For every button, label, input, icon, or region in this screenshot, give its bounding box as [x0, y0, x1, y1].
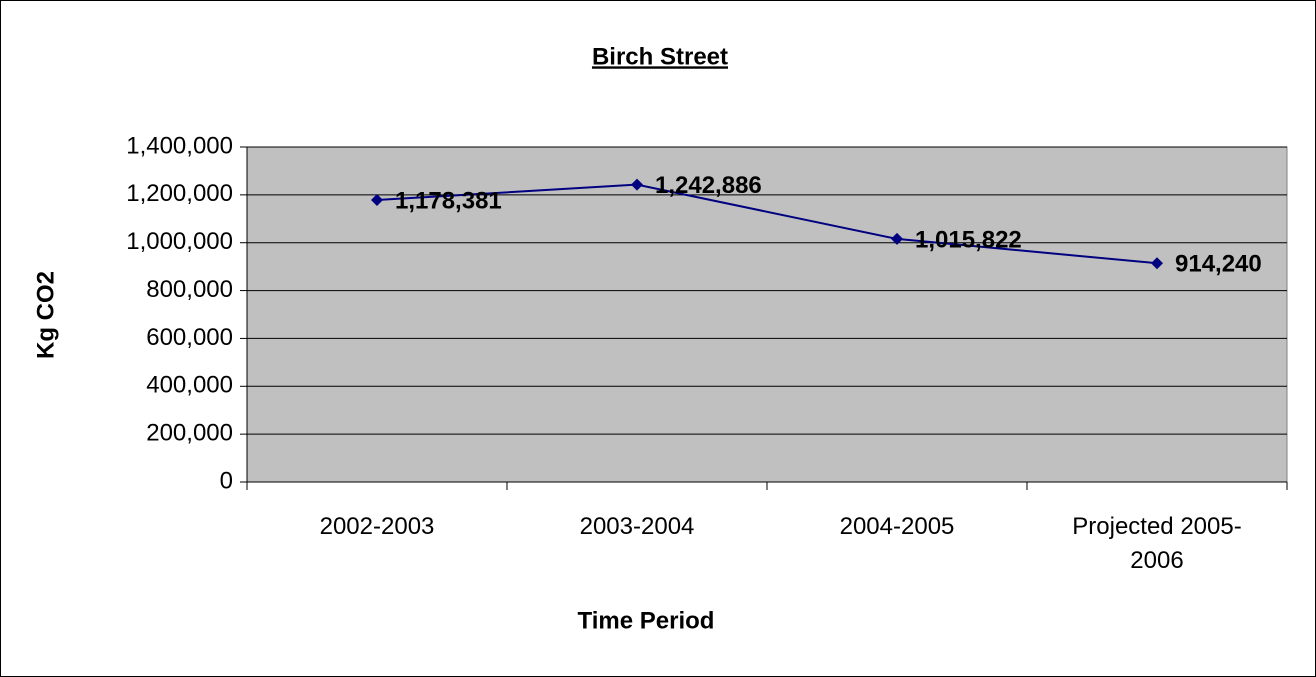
plot-area — [246, 146, 1288, 483]
y-axis-title: Kg CO2 — [32, 271, 59, 359]
y-tick-label: 600,000 — [146, 324, 233, 351]
y-tick-label: 1,000,000 — [126, 228, 233, 255]
x-tick-label-box: 2002-2003 — [319, 513, 435, 540]
data-label: 1,178,381 — [395, 187, 502, 214]
data-label: 1,242,886 — [655, 172, 762, 199]
data-label: 914,240 — [1175, 251, 1262, 278]
marker — [891, 232, 903, 245]
y-tick-label: 1,200,000 — [126, 180, 233, 207]
x-tick-label: Projected 2005-2006 — [1072, 513, 1242, 574]
marker — [1151, 257, 1163, 270]
y-tick-label: 1,400,000 — [126, 132, 233, 159]
x-axis-title: Time Period — [578, 607, 715, 634]
y-tick-label: 200,000 — [146, 419, 233, 446]
marker — [631, 178, 643, 191]
x-tick-label: 2004-2005 — [839, 513, 955, 540]
data-label: 1,015,822 — [915, 226, 1022, 253]
x-tick-label-box: 2003-2004 — [579, 513, 695, 540]
y-tick-label: 800,000 — [146, 276, 233, 303]
marker — [371, 194, 383, 207]
x-tick-label: 2003-2004 — [579, 513, 695, 540]
line — [376, 183, 1158, 265]
chart-title: Birch Street — [592, 43, 728, 70]
x-tick-label: 2002-2003 — [319, 513, 435, 540]
y-tick-label: 0 — [220, 467, 233, 494]
x-tick-label-box: Projected 2005-2006 — [1072, 513, 1242, 574]
y-tick-label: 400,000 — [146, 372, 233, 399]
x-tick-label-box: 2004-2005 — [839, 513, 955, 540]
